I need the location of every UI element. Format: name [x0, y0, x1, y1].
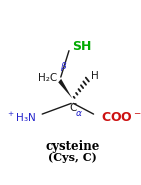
- Text: $^+$H₃N: $^+$H₃N: [6, 111, 36, 124]
- Text: COO$^-$: COO$^-$: [101, 111, 141, 124]
- Text: C: C: [69, 103, 77, 113]
- Text: SH: SH: [72, 40, 92, 53]
- Text: β: β: [60, 62, 66, 71]
- Text: cysteine: cysteine: [45, 140, 99, 153]
- Text: (Cys, C): (Cys, C): [48, 152, 97, 163]
- Polygon shape: [58, 79, 72, 98]
- Text: α: α: [76, 109, 81, 118]
- Text: H₂C: H₂C: [38, 73, 57, 83]
- Text: H: H: [91, 71, 99, 81]
